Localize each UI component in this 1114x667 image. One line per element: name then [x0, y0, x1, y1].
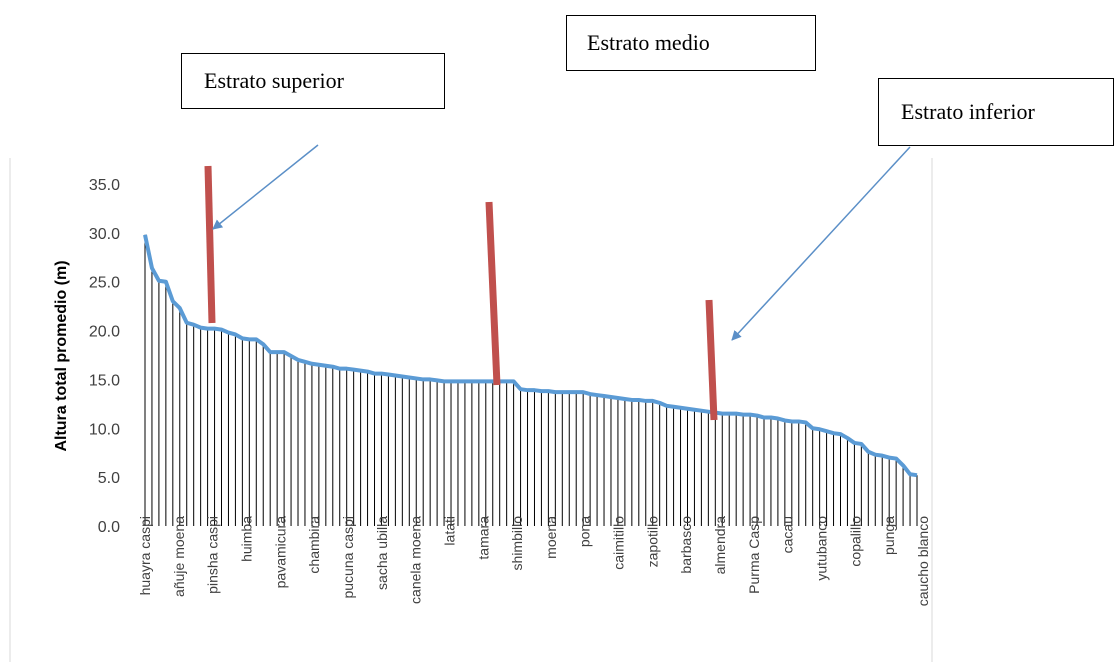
x-tick-label: almendra [712, 516, 728, 575]
x-tick-label: sacha ubilla [374, 516, 390, 590]
x-tick-label: barbasco [678, 516, 694, 574]
y-tick-label: 30.0 [89, 226, 120, 243]
y-tick-label: 35.0 [89, 177, 120, 194]
annotation-inferior: Estrato inferior [878, 78, 1114, 146]
annotation-superior: Estrato superior [181, 53, 445, 109]
marker-inferior [705, 299, 718, 421]
x-tick-label: chambira [306, 516, 322, 574]
marker-superior [204, 165, 216, 324]
x-tick-label: caimitillo [611, 516, 627, 570]
annotation-medio-label: Estrato medio [587, 30, 710, 55]
y-tick-label: 5.0 [98, 470, 120, 487]
x-tick-label: punga [881, 516, 897, 555]
annotation-inferior-label: Estrato inferior [901, 99, 1035, 124]
x-tick-label: huimba [239, 516, 255, 562]
x-tick-label: Purma Casp [746, 516, 762, 594]
y-tick-label: 20.0 [89, 324, 120, 341]
x-tick-label: canela moena [408, 516, 424, 604]
x-tick-label: latati [441, 516, 457, 546]
x-tick-label: huayra caspi [137, 516, 153, 595]
y-axis-label: Altura total promedio (m) [53, 260, 70, 451]
y-tick-label: 0.0 [98, 519, 120, 536]
x-tick-label: pavamicura [272, 516, 288, 589]
x-tick-label: pona [577, 516, 593, 547]
x-tick-label: añuje moena [171, 516, 187, 597]
x-tick-label: copalillo [847, 516, 863, 567]
arrow-superior [212, 144, 319, 230]
annotation-superior-label: Estrato superior [204, 68, 344, 93]
series-line [143, 234, 918, 478]
x-tick-label: cacau [780, 516, 796, 553]
x-tick-label: yutubanco [814, 516, 830, 581]
arrow-inferior [731, 146, 911, 341]
x-tick-label: pucuna caspi [340, 516, 356, 599]
x-tick-label: tamara [475, 516, 491, 560]
bars-layer [144, 234, 918, 526]
x-tick-label: pinsha caspi [205, 516, 221, 594]
x-tick-label: shimbillo [509, 516, 525, 571]
y-tick-label: 25.0 [89, 275, 120, 292]
marker-medio [485, 201, 501, 386]
y-tick-label: 15.0 [89, 372, 120, 389]
x-tick-label: moena [543, 516, 559, 559]
y-tick-label: 10.0 [89, 421, 120, 438]
y-axis: 0.0 5.0 10.0 15.0 20.0 25.0 30.0 35.0 [89, 177, 120, 536]
x-tick-label: caucho blanco [915, 516, 931, 607]
annotation-medio: Estrato medio [566, 15, 816, 71]
x-tick-label: zapotillo [644, 516, 660, 568]
x-axis: huayra caspi añuje moena pinsha caspi huimb… [137, 516, 931, 607]
